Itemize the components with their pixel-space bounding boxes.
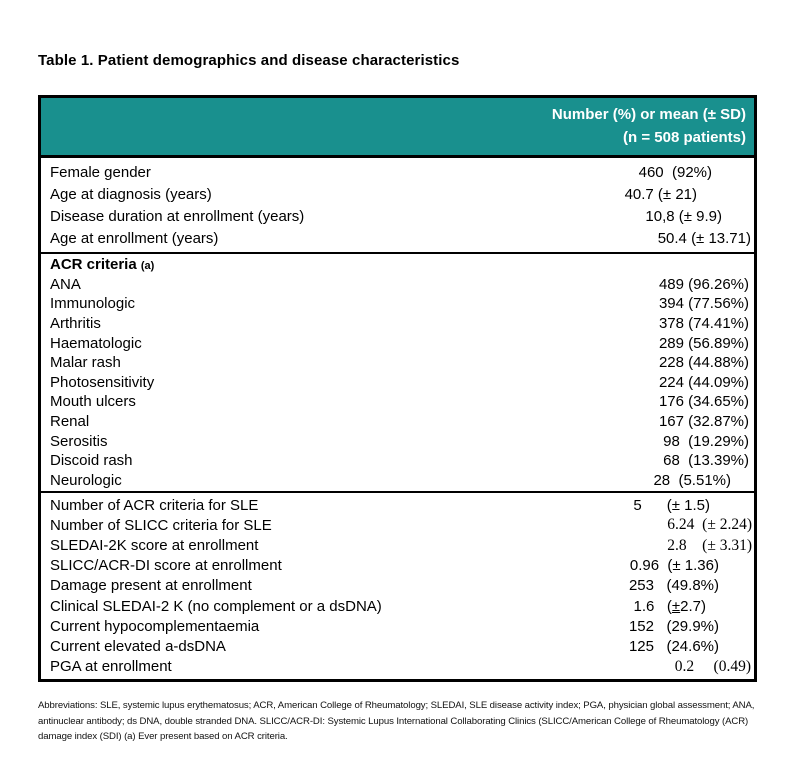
table-row: Photosensitivity 224 (44.09%) bbox=[41, 373, 754, 393]
row-label: Clinical SLEDAI-2 K (no complement or a … bbox=[50, 597, 382, 615]
table-title: Table 1. Patient demographics and diseas… bbox=[38, 52, 460, 69]
row-value: 5 (± 1.5) bbox=[633, 496, 710, 514]
footnote: Abbreviations: SLE, systemic lupus eryth… bbox=[38, 698, 778, 745]
table-row: Serositis 98 (19.29%) bbox=[41, 431, 754, 451]
row-value: 152 (29.9%) bbox=[628, 617, 719, 635]
table-row: Neurologic 28 (5.51%) bbox=[41, 471, 754, 491]
table-row: Current elevated a-dsDNA 125 (24.6%) bbox=[41, 636, 754, 656]
row-value: 0.2 (0.49) bbox=[674, 657, 751, 675]
table-row: Mouth ulcers 176 (34.65%) bbox=[41, 392, 754, 412]
row-value: 176 (34.65%) bbox=[658, 393, 749, 411]
row-label: Current hypocomplementaemia bbox=[50, 617, 260, 635]
table-row: Arthritis 378 (74.41%) bbox=[41, 314, 754, 334]
row-value: 2.8 (± 3.31) bbox=[667, 536, 752, 554]
row-value: 10,8 (± 9.9) bbox=[645, 207, 722, 225]
row-label: Age at diagnosis (years) bbox=[50, 185, 212, 203]
header-line-2: (n = 508 patients) bbox=[623, 129, 746, 146]
row-value: 40.7 (± 21) bbox=[624, 185, 697, 203]
table-row: Renal 167 (32.87%) bbox=[41, 412, 754, 432]
row-value: 6.24 (± 2.24) bbox=[667, 516, 752, 534]
row-label: Neurologic bbox=[50, 471, 122, 489]
table-section: ACR criteria (a) ANA 489 (96.26%) Immunolog… bbox=[41, 252, 754, 491]
row-value: 253 (49.8%) bbox=[628, 577, 719, 595]
row-value: 394 (77.56%) bbox=[658, 295, 749, 313]
row-value: 68 (13.39%) bbox=[663, 452, 749, 470]
row-label: Malar rash bbox=[50, 354, 121, 372]
row-label: Number of ACR criteria for SLE bbox=[50, 496, 259, 514]
table-section: Number of ACR criteria for SLE 5 (± 1.5) N… bbox=[41, 491, 754, 679]
table-row: SLICC/ACR-DI score at enrollment 0.96 (± … bbox=[41, 556, 754, 576]
header-line-1: Number (%) or mean (± SD) bbox=[551, 106, 746, 123]
table-header: Number (%) or mean (± SD) (n = 508 patie… bbox=[41, 98, 754, 158]
footnote-line: damage index (SDI) (a) Ever present base… bbox=[38, 731, 288, 742]
row-value: 28 (5.51%) bbox=[653, 471, 731, 489]
row-value: 0.96 (± 1.36) bbox=[629, 557, 719, 575]
row-label: Female gender bbox=[50, 163, 151, 181]
row-label: SLEDAI-2K score at enrollment bbox=[50, 537, 259, 555]
row-value: 460 (92%) bbox=[638, 163, 712, 181]
patient-demographics-table: Number (%) or mean (± SD) (n = 508 patie… bbox=[38, 95, 757, 682]
section-heading-note-marker: (a) bbox=[140, 260, 155, 273]
table-row: SLEDAI-2K score at enrollment 2.8 (± 3.31… bbox=[41, 536, 754, 556]
row-label: Haematologic bbox=[50, 334, 142, 352]
row-value: 378 (74.41%) bbox=[658, 315, 749, 333]
row-value: 125 (24.6%) bbox=[628, 638, 719, 656]
row-label: Mouth ulcers bbox=[50, 393, 136, 411]
row-label: Damage present at enrollment bbox=[50, 577, 252, 595]
table-row: Age at enrollment (years) 50.4 (± 13.71) bbox=[41, 227, 754, 249]
table-row: Number of ACR criteria for SLE 5 (± 1.5) bbox=[41, 495, 754, 515]
footnote-line: Abbreviations: SLE, systemic lupus eryth… bbox=[38, 700, 755, 711]
row-label: Renal bbox=[50, 413, 90, 431]
table-row: Haematologic 289 (56.89%) bbox=[41, 333, 754, 353]
table-row: Damage present at enrollment 253 (49.8%) bbox=[41, 576, 754, 596]
table-body: Female gender 460 (92%) Age at diagnosis (… bbox=[41, 158, 754, 679]
row-label: PGA at enrollment bbox=[50, 658, 172, 676]
section-heading: ACR criteria (a) bbox=[41, 255, 754, 275]
row-value: 98 (19.29%) bbox=[663, 432, 749, 450]
row-label: ANA bbox=[50, 275, 81, 293]
row-label: Serositis bbox=[50, 432, 108, 450]
row-value: 224 (44.09%) bbox=[658, 373, 749, 391]
table-row: Age at diagnosis (years) 40.7 (± 21) bbox=[41, 183, 754, 205]
table-row: Female gender 460 (92%) bbox=[41, 161, 754, 183]
table-row: PGA at enrollment 0.2 (0.49) bbox=[41, 657, 754, 677]
row-label: Disease duration at enrollment (years) bbox=[50, 207, 305, 225]
row-value: 228 (44.88%) bbox=[658, 354, 749, 372]
row-label: Arthritis bbox=[50, 315, 101, 333]
table-row: Discoid rash 68 (13.39%) bbox=[41, 451, 754, 471]
table-row: Current hypocomplementaemia 152 (29.9%) bbox=[41, 616, 754, 636]
row-value: 489 (96.26%) bbox=[658, 275, 749, 293]
table-row: Disease duration at enrollment (years) 10… bbox=[41, 205, 754, 227]
row-label: Discoid rash bbox=[50, 452, 133, 470]
row-label: Photosensitivity bbox=[50, 373, 155, 391]
row-label: Age at enrollment (years) bbox=[50, 229, 219, 247]
row-label: Immunologic bbox=[50, 295, 136, 313]
table-row: Malar rash 228 (44.88%) bbox=[41, 353, 754, 373]
table-row: ANA 489 (96.26%) bbox=[41, 275, 754, 295]
row-value: 50.4 (± 13.71) bbox=[657, 229, 751, 247]
table-row: Immunologic 394 (77.56%) bbox=[41, 294, 754, 314]
table-section: Female gender 460 (92%) Age at diagnosis (… bbox=[41, 158, 754, 252]
row-value: 167 (32.87%) bbox=[658, 413, 749, 431]
footnote-line: antinuclear antibody; ds DNA, double str… bbox=[38, 715, 749, 727]
row-value: 1.6 (±2.7) bbox=[633, 597, 706, 615]
row-label: Number of SLICC criteria for SLE bbox=[50, 516, 272, 534]
section-heading-label: ACR criteria (a) bbox=[50, 256, 155, 274]
table-row: Number of SLICC criteria for SLE 6.24 (± … bbox=[41, 515, 754, 535]
row-value: 289 (56.89%) bbox=[658, 334, 749, 352]
row-label: SLICC/ACR-DI score at enrollment bbox=[50, 557, 282, 575]
table-row: Clinical SLEDAI-2 K (no complement or a … bbox=[41, 596, 754, 616]
row-label: Current elevated a-dsDNA bbox=[50, 638, 226, 656]
